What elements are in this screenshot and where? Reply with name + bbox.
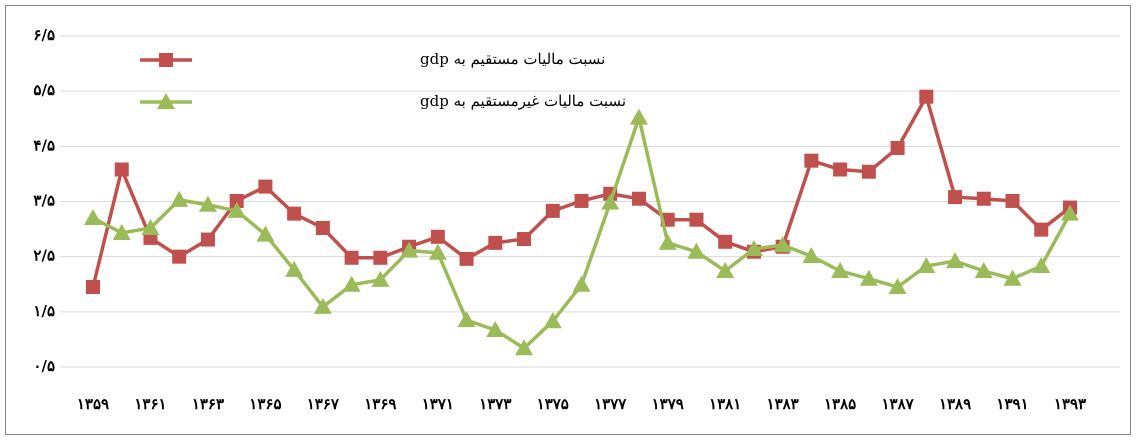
point (689, 212, 704, 227)
y-tick-label: ۲/۵ (33, 247, 55, 265)
point (229, 193, 244, 208)
point (285, 260, 304, 277)
point (974, 262, 993, 279)
point (718, 234, 733, 249)
point (572, 275, 591, 292)
y-tick-label: ۵/۵ (33, 81, 55, 99)
point (545, 203, 560, 218)
point (200, 232, 215, 247)
point (112, 223, 131, 240)
point (861, 164, 876, 179)
point (342, 275, 361, 292)
point (574, 193, 589, 208)
x-tick-label: ۱۳۷۹ (652, 395, 684, 413)
point (802, 247, 821, 264)
point (716, 262, 735, 279)
point (517, 232, 532, 247)
point (172, 249, 187, 264)
point (543, 312, 562, 329)
point (159, 53, 173, 67)
x-tick-label: ۱۳۹۳ (1054, 395, 1086, 413)
point (486, 321, 505, 338)
point (400, 241, 419, 258)
point (804, 153, 819, 168)
point (1003, 269, 1022, 286)
point (833, 162, 848, 177)
x-tick-label: ۱۳۶۳ (192, 395, 224, 413)
chart-frame (5, 5, 1131, 435)
legend-label: نسبت مالیات مستقیم به gdp (420, 50, 605, 68)
point (84, 209, 102, 226)
point (919, 89, 934, 104)
point (141, 218, 160, 235)
point (428, 243, 447, 260)
y-tick-label: ۱/۵ (33, 302, 55, 320)
x-tick-label: ۱۳۶۱ (134, 395, 166, 413)
point (373, 250, 388, 265)
point (601, 193, 620, 210)
point (313, 297, 332, 314)
point (1061, 204, 1079, 221)
point (256, 225, 275, 242)
point (1005, 193, 1020, 208)
point (227, 201, 246, 218)
y-tick-label: ۰/۵ (33, 357, 55, 375)
point (859, 269, 878, 286)
point (658, 233, 677, 250)
point (459, 251, 474, 266)
point (773, 236, 792, 253)
x-tick-label: ۱۳۷۷ (594, 395, 627, 413)
point (170, 190, 189, 207)
point (890, 140, 905, 155)
x-tick-label: ۱۳۸۵ (824, 395, 856, 413)
point (157, 93, 175, 109)
x-tick-label: ۱۳۷۱ (422, 395, 454, 413)
point (344, 250, 359, 265)
point (457, 311, 476, 328)
point (948, 190, 963, 205)
x-tick-label: ۱۳۵۹ (77, 395, 109, 413)
y-tick-label: ۴/۵ (33, 136, 55, 154)
point (629, 108, 648, 125)
x-tick-label: ۱۳۶۷ (307, 395, 340, 413)
point (114, 162, 129, 177)
point (1032, 257, 1051, 274)
x-tick-label: ۱۳۸۳ (767, 395, 799, 413)
point (198, 195, 217, 212)
x-tick-label: ۱۳۶۵ (249, 395, 281, 413)
point (831, 262, 850, 279)
point (946, 252, 965, 269)
legend-label: نسبت مالیات غیرمستقیم به gdp (420, 92, 626, 110)
point (515, 339, 534, 356)
x-tick-label: ۱۳۷۳ (479, 395, 511, 413)
point (631, 191, 646, 206)
point (315, 220, 330, 235)
point (888, 278, 907, 295)
x-tick-label: ۱۳۷۵ (537, 395, 569, 413)
x-tick-label: ۱۳۸۷ (881, 395, 914, 413)
x-tick-label: ۱۳۸۱ (709, 395, 741, 413)
point (287, 206, 302, 221)
y-tick-label: ۶/۵ (33, 26, 55, 44)
point (430, 229, 445, 244)
x-tick-label: ۱۳۸۹ (939, 395, 971, 413)
x-tick-label: ۱۳۶۹ (364, 395, 396, 413)
point (86, 280, 100, 295)
point (1034, 222, 1049, 237)
point (744, 239, 763, 256)
point (488, 235, 503, 250)
x-tick-label: ۱۳۹۱ (996, 395, 1028, 413)
point (687, 242, 706, 259)
point (371, 270, 390, 287)
y-tick-label: ۳/۵ (33, 192, 55, 210)
point (258, 179, 273, 194)
point (917, 257, 936, 274)
point (976, 191, 991, 206)
